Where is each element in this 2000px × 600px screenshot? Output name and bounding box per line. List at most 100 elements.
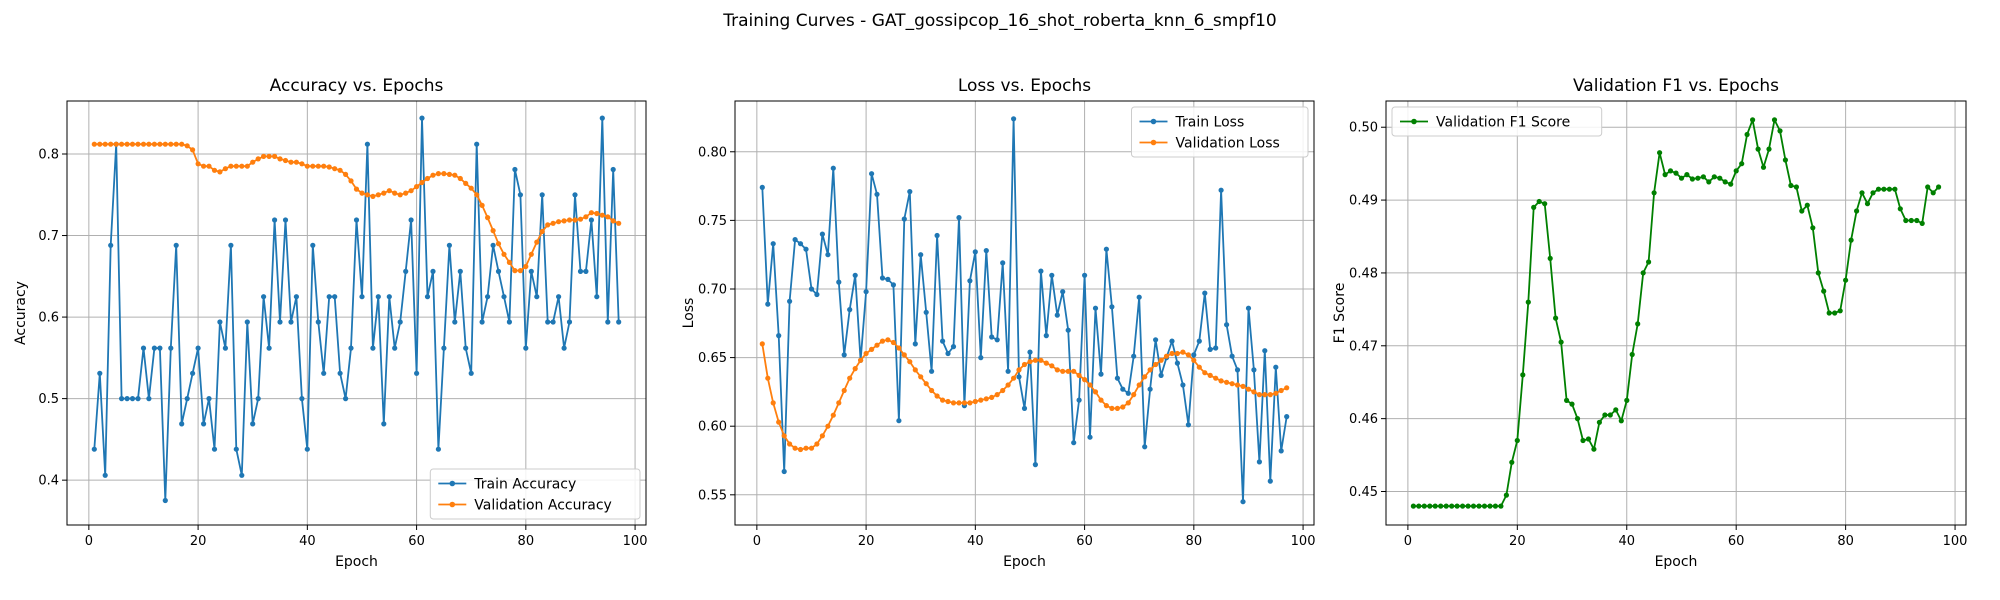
accuracy-series-1-point-54 (381, 190, 387, 196)
loss-series-0-point-80 (1191, 352, 1197, 358)
loss-legend-marker-1 (1150, 139, 1157, 146)
accuracy-series-1 (91, 141, 622, 274)
accuracy-series-1-point-62 (424, 175, 431, 182)
loss-series-0-point-74 (1158, 372, 1164, 378)
accuracy-series-1-point-85 (550, 220, 556, 226)
loss-series-1-point-45 (1000, 387, 1006, 394)
accuracy-series-0-point-26 (228, 242, 234, 248)
loss-series-1-point-71 (1142, 374, 1148, 380)
loss-series-1-point-73 (1153, 361, 1159, 368)
loss-series-0-point-12 (819, 231, 826, 237)
accuracy-series-1-point-21 (201, 163, 207, 169)
f1-series-0-point-71 (1793, 184, 1799, 190)
accuracy-series-1-point-31 (255, 156, 261, 162)
accuracy-legend-label-1: Validation Accuracy (474, 498, 612, 514)
loss-series-0-point-40 (972, 249, 978, 255)
loss-series-1-point-9 (803, 445, 809, 451)
f1-series-0-point-86 (1875, 186, 1882, 192)
accuracy-series-0-point-4 (108, 242, 114, 248)
f1-series-0-point-61 (1739, 161, 1745, 167)
loss-xtick-label-100: 100 (1291, 534, 1316, 549)
loss-series-0-point-34 (940, 338, 946, 344)
accuracy-series-1-point-53 (375, 192, 381, 198)
accuracy-series-0-point-76 (501, 294, 507, 300)
accuracy-title: Accuracy vs. Epochs (270, 76, 444, 96)
accuracy-legend: Train Accuracy Validation Accuracy (429, 468, 641, 520)
loss-series-1-point-23 (879, 338, 886, 344)
f1-series-0-point-79 (1837, 308, 1843, 314)
loss-series-0-point-22 (874, 191, 880, 197)
accuracy-series-1-point-42 (315, 163, 321, 169)
loss-series-0-point-71 (1142, 444, 1148, 450)
f1-series-0-point-14 (1481, 503, 1488, 509)
loss-series-1-point-16 (841, 387, 847, 394)
f1-series-0-point-63 (1750, 117, 1756, 123)
loss-series-0-point-26 (896, 418, 902, 424)
loss-series-0-point-44 (994, 337, 1000, 343)
accuracy-legend-marker-0 (449, 480, 456, 487)
loss-xtick-label-80: 80 (1186, 534, 1203, 549)
accuracy-series-0-point-68 (457, 268, 463, 274)
loss-frame (734, 100, 1315, 526)
loss-series-1-point-31 (923, 381, 929, 387)
accuracy-series-1-point-87 (561, 218, 567, 224)
loss-legend-box (1131, 106, 1309, 158)
accuracy-series-1-point-6 (119, 141, 125, 147)
loss-series-1-point-86 (1224, 379, 1230, 385)
loss-series-0-point-90 (1245, 305, 1252, 311)
accuracy-series-1-point-20 (195, 161, 201, 167)
f1-ytick-label-0.5: 0.50 (1349, 121, 1378, 136)
loss-series-1-point-70 (1136, 382, 1142, 388)
loss-series-0-point-95 (1273, 364, 1279, 370)
accuracy-series-0-point-51 (364, 141, 370, 147)
accuracy-series-0-point-87 (561, 345, 567, 351)
accuracy-series-0-point-60 (414, 370, 420, 376)
accuracy-series-0-point-75 (495, 268, 502, 274)
accuracy-series-0-point-8 (129, 396, 136, 402)
accuracy-series-1-point-13 (157, 141, 163, 147)
loss-series-1-point-25 (890, 339, 897, 346)
loss-series-1-point-8 (797, 446, 804, 453)
accuracy-series-0-point-88 (566, 319, 573, 325)
accuracy-series-0-point-63 (430, 268, 436, 274)
loss-series-0-point-25 (890, 282, 897, 288)
accuracy-frame (66, 100, 647, 526)
accuracy-series-0-point-19 (190, 370, 196, 376)
loss-series-0-point-65 (1109, 304, 1115, 310)
loss-series-1-point-51 (1032, 357, 1038, 363)
accuracy-series-0-point-81 (528, 268, 534, 274)
accuracy-series-0-point-54 (381, 421, 387, 427)
loss-series-1-point-34 (940, 397, 946, 403)
loss-series-0-point-27 (901, 216, 907, 222)
loss-series-0-point-7 (792, 237, 798, 243)
f1-series-0-point-17 (1498, 503, 1504, 509)
loss-series-1-point-4 (776, 419, 782, 425)
loss-series-1-point-61 (1087, 382, 1093, 388)
loss-series-0-point-70 (1136, 294, 1142, 300)
f1-series-0-point-16 (1492, 503, 1498, 509)
loss-series-0 (759, 116, 1290, 505)
loss-series-1-point-54 (1049, 363, 1055, 369)
loss-series-1-point-7 (792, 445, 798, 451)
accuracy-series-0-point-43 (321, 370, 327, 376)
loss-series-1-point-81 (1196, 364, 1202, 370)
loss-series-0-point-66 (1114, 375, 1120, 381)
loss-series-1-point-40 (972, 398, 978, 405)
loss-series-1-point-58 (1071, 368, 1077, 374)
f1-title: Validation F1 vs. Epochs (1573, 76, 1779, 96)
accuracy-series-0-point-90 (577, 268, 584, 274)
loss-series-0-point-33 (934, 232, 940, 239)
f1-series-0-point-12 (1470, 503, 1477, 509)
accuracy-series-0-point-40 (304, 446, 310, 452)
f1-series-0-point-10 (1460, 503, 1466, 509)
loss-series-0-point-91 (1251, 367, 1257, 373)
loss-series-1-point-52 (1038, 357, 1044, 363)
f1-series-0-point-32 (1580, 437, 1586, 444)
f1-series-0-point-97 (1936, 184, 1942, 190)
f1-series-0-point-37 (1607, 412, 1613, 418)
f1-series-0-point-30 (1569, 401, 1575, 407)
accuracy-series-0-point-48 (348, 345, 354, 351)
accuracy-series-0-point-31 (255, 396, 261, 402)
accuracy-series-1-point-79 (517, 268, 524, 274)
f1-series-0-point-38 (1613, 407, 1619, 413)
